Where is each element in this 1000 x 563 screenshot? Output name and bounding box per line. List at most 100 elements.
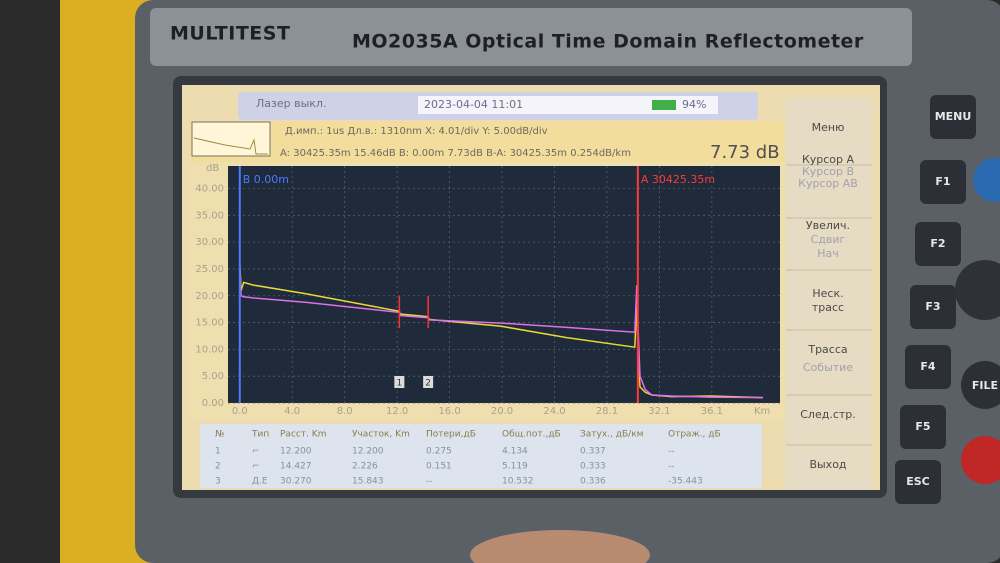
y-axis-label: dB bbox=[206, 163, 219, 174]
menu-item[interactable]: Увелич. bbox=[806, 219, 850, 232]
menu-item[interactable]: Курсор AB bbox=[798, 177, 858, 190]
menu-item[interactable]: Событие bbox=[803, 361, 853, 374]
x-tick-label: 24.0 bbox=[543, 406, 565, 417]
table-cell: -- bbox=[668, 462, 675, 472]
table-cell: -35.443 bbox=[668, 477, 703, 487]
table-cell: -- bbox=[426, 477, 433, 487]
dpad[interactable] bbox=[955, 260, 1000, 320]
hw-button[interactable] bbox=[920, 160, 966, 204]
menu-item[interactable]: Курсор A bbox=[802, 153, 855, 166]
battery: 94% bbox=[682, 98, 706, 111]
hw-button-label: F2 bbox=[930, 237, 945, 250]
x-tick-label: 28.1 bbox=[596, 406, 618, 417]
table-cell: 0.333 bbox=[580, 462, 606, 472]
x-tick-label: 32.1 bbox=[648, 406, 670, 417]
table-cell: Д.Е bbox=[252, 477, 268, 487]
brand: MULTITEST bbox=[170, 23, 290, 45]
x-axis-label: Km bbox=[754, 406, 770, 417]
table-header: № bbox=[215, 430, 224, 440]
menu-item[interactable]: Курсор B bbox=[802, 165, 854, 178]
thumbnail bbox=[191, 121, 271, 157]
table-cell: 12.200 bbox=[280, 447, 312, 457]
menu-item[interactable]: Выход bbox=[809, 458, 846, 471]
events-table bbox=[200, 424, 762, 488]
table-cell: 3 bbox=[215, 477, 221, 487]
info-area bbox=[190, 122, 785, 162]
hw-button[interactable] bbox=[905, 345, 951, 389]
side-menu bbox=[785, 98, 873, 490]
hw-button[interactable] bbox=[930, 95, 976, 139]
menu-item[interactable]: Меню bbox=[812, 121, 845, 134]
hw-button-label: FILE bbox=[972, 379, 998, 392]
table-header: Отраж., дБ bbox=[668, 430, 721, 440]
table-cell: -- bbox=[668, 447, 675, 457]
menu-item[interactable]: Нач bbox=[817, 247, 839, 260]
hw-button-label: F5 bbox=[915, 420, 930, 433]
x-tick-label: 36.1 bbox=[701, 406, 723, 417]
table-cell: 0.151 bbox=[426, 462, 452, 472]
thumbnail-trace bbox=[193, 137, 268, 155]
cursor-label: A 30425.35m bbox=[641, 173, 715, 186]
y-tick-label: 35.00 bbox=[195, 210, 224, 221]
table-header: Потери,дБ bbox=[426, 430, 476, 440]
hw-button[interactable] bbox=[915, 222, 961, 266]
y-tick-label: 20.00 bbox=[195, 291, 224, 302]
nav-button[interactable] bbox=[973, 158, 1000, 202]
hw-button[interactable] bbox=[961, 361, 1000, 409]
y-tick-label: 15.00 bbox=[195, 318, 224, 329]
table-cell: 30.270 bbox=[280, 477, 312, 487]
plot-area bbox=[228, 166, 780, 403]
hw-button[interactable] bbox=[895, 460, 941, 504]
date-box bbox=[418, 96, 718, 114]
table-header: Общ.пот.,дБ bbox=[502, 430, 561, 440]
table-cell: 4.134 bbox=[502, 447, 528, 457]
table: № Тип Расст. Km Участок, Km Потери,дБ Общ.пот… bbox=[215, 430, 721, 487]
table-cell: 10.532 bbox=[502, 477, 534, 487]
model: MO2035A Optical Time Domain Reflectomete… bbox=[352, 31, 864, 53]
event-label: 1 bbox=[396, 379, 402, 389]
table-cell: ⌐ bbox=[252, 447, 260, 457]
table-header: Тип bbox=[251, 430, 269, 440]
table-header: Затух., дБ/км bbox=[580, 430, 643, 440]
loss-readout: 7.73 dB bbox=[710, 142, 780, 163]
table-cell: 2 bbox=[215, 462, 221, 472]
menu-item[interactable]: Неск. bbox=[812, 287, 843, 300]
menu-item[interactable]: трасс bbox=[812, 301, 844, 314]
hw-button-label: F4 bbox=[920, 360, 936, 373]
power-button[interactable] bbox=[961, 436, 1000, 484]
table-header: Расст. Km bbox=[280, 430, 326, 440]
x-tick-label: 0.0 bbox=[232, 406, 248, 417]
table-cell: 1 bbox=[215, 447, 221, 457]
y-tick-label: 5.00 bbox=[202, 371, 224, 382]
pulse-info: Д.имп.: 1us Дл.в.: 1310nm X: 4.01/div Y:… bbox=[285, 126, 548, 137]
hardware-buttons: MENU F1 F2 F3 F4 F5 ESC FILE bbox=[895, 95, 1000, 504]
battery-icon bbox=[652, 100, 676, 110]
x-tick-label: 12.0 bbox=[386, 406, 408, 417]
event-box bbox=[423, 376, 434, 388]
header-plate bbox=[150, 8, 912, 66]
hw-button-label: ESC bbox=[906, 475, 930, 488]
hw-button[interactable] bbox=[900, 405, 946, 449]
event-box bbox=[394, 376, 405, 388]
menu-item[interactable]: След.стр. bbox=[800, 408, 856, 421]
table-cell: 0.337 bbox=[580, 447, 606, 457]
hw-button[interactable] bbox=[910, 285, 956, 329]
y-tick-label: 0.00 bbox=[202, 398, 224, 409]
chart: 0.00 5.00 10.00 15.00 20.00 25.00 30.00 35.00 40… bbox=[195, 166, 780, 417]
table-cell: ⌐ bbox=[252, 462, 260, 472]
table-header: Участок, Km bbox=[352, 430, 410, 440]
cursor-info: A: 30425.35m 15.46dB B: 0.00m 7.73dB B-A… bbox=[280, 148, 631, 159]
hw-button-label: F1 bbox=[935, 175, 950, 188]
menu-item[interactable]: Трасса bbox=[807, 343, 847, 356]
menu-item[interactable]: Сдвиг bbox=[811, 233, 846, 246]
table-cell: 15.843 bbox=[352, 477, 384, 487]
x-tick-label: 8.0 bbox=[337, 406, 353, 417]
hw-button-label: F3 bbox=[925, 300, 940, 313]
table-cell: 12.200 bbox=[352, 447, 384, 457]
y-tick-label: 30.00 bbox=[195, 237, 224, 248]
finger bbox=[470, 530, 650, 563]
y-tick-label: 40.00 bbox=[195, 184, 224, 195]
y-tick-label: 25.00 bbox=[195, 264, 224, 275]
